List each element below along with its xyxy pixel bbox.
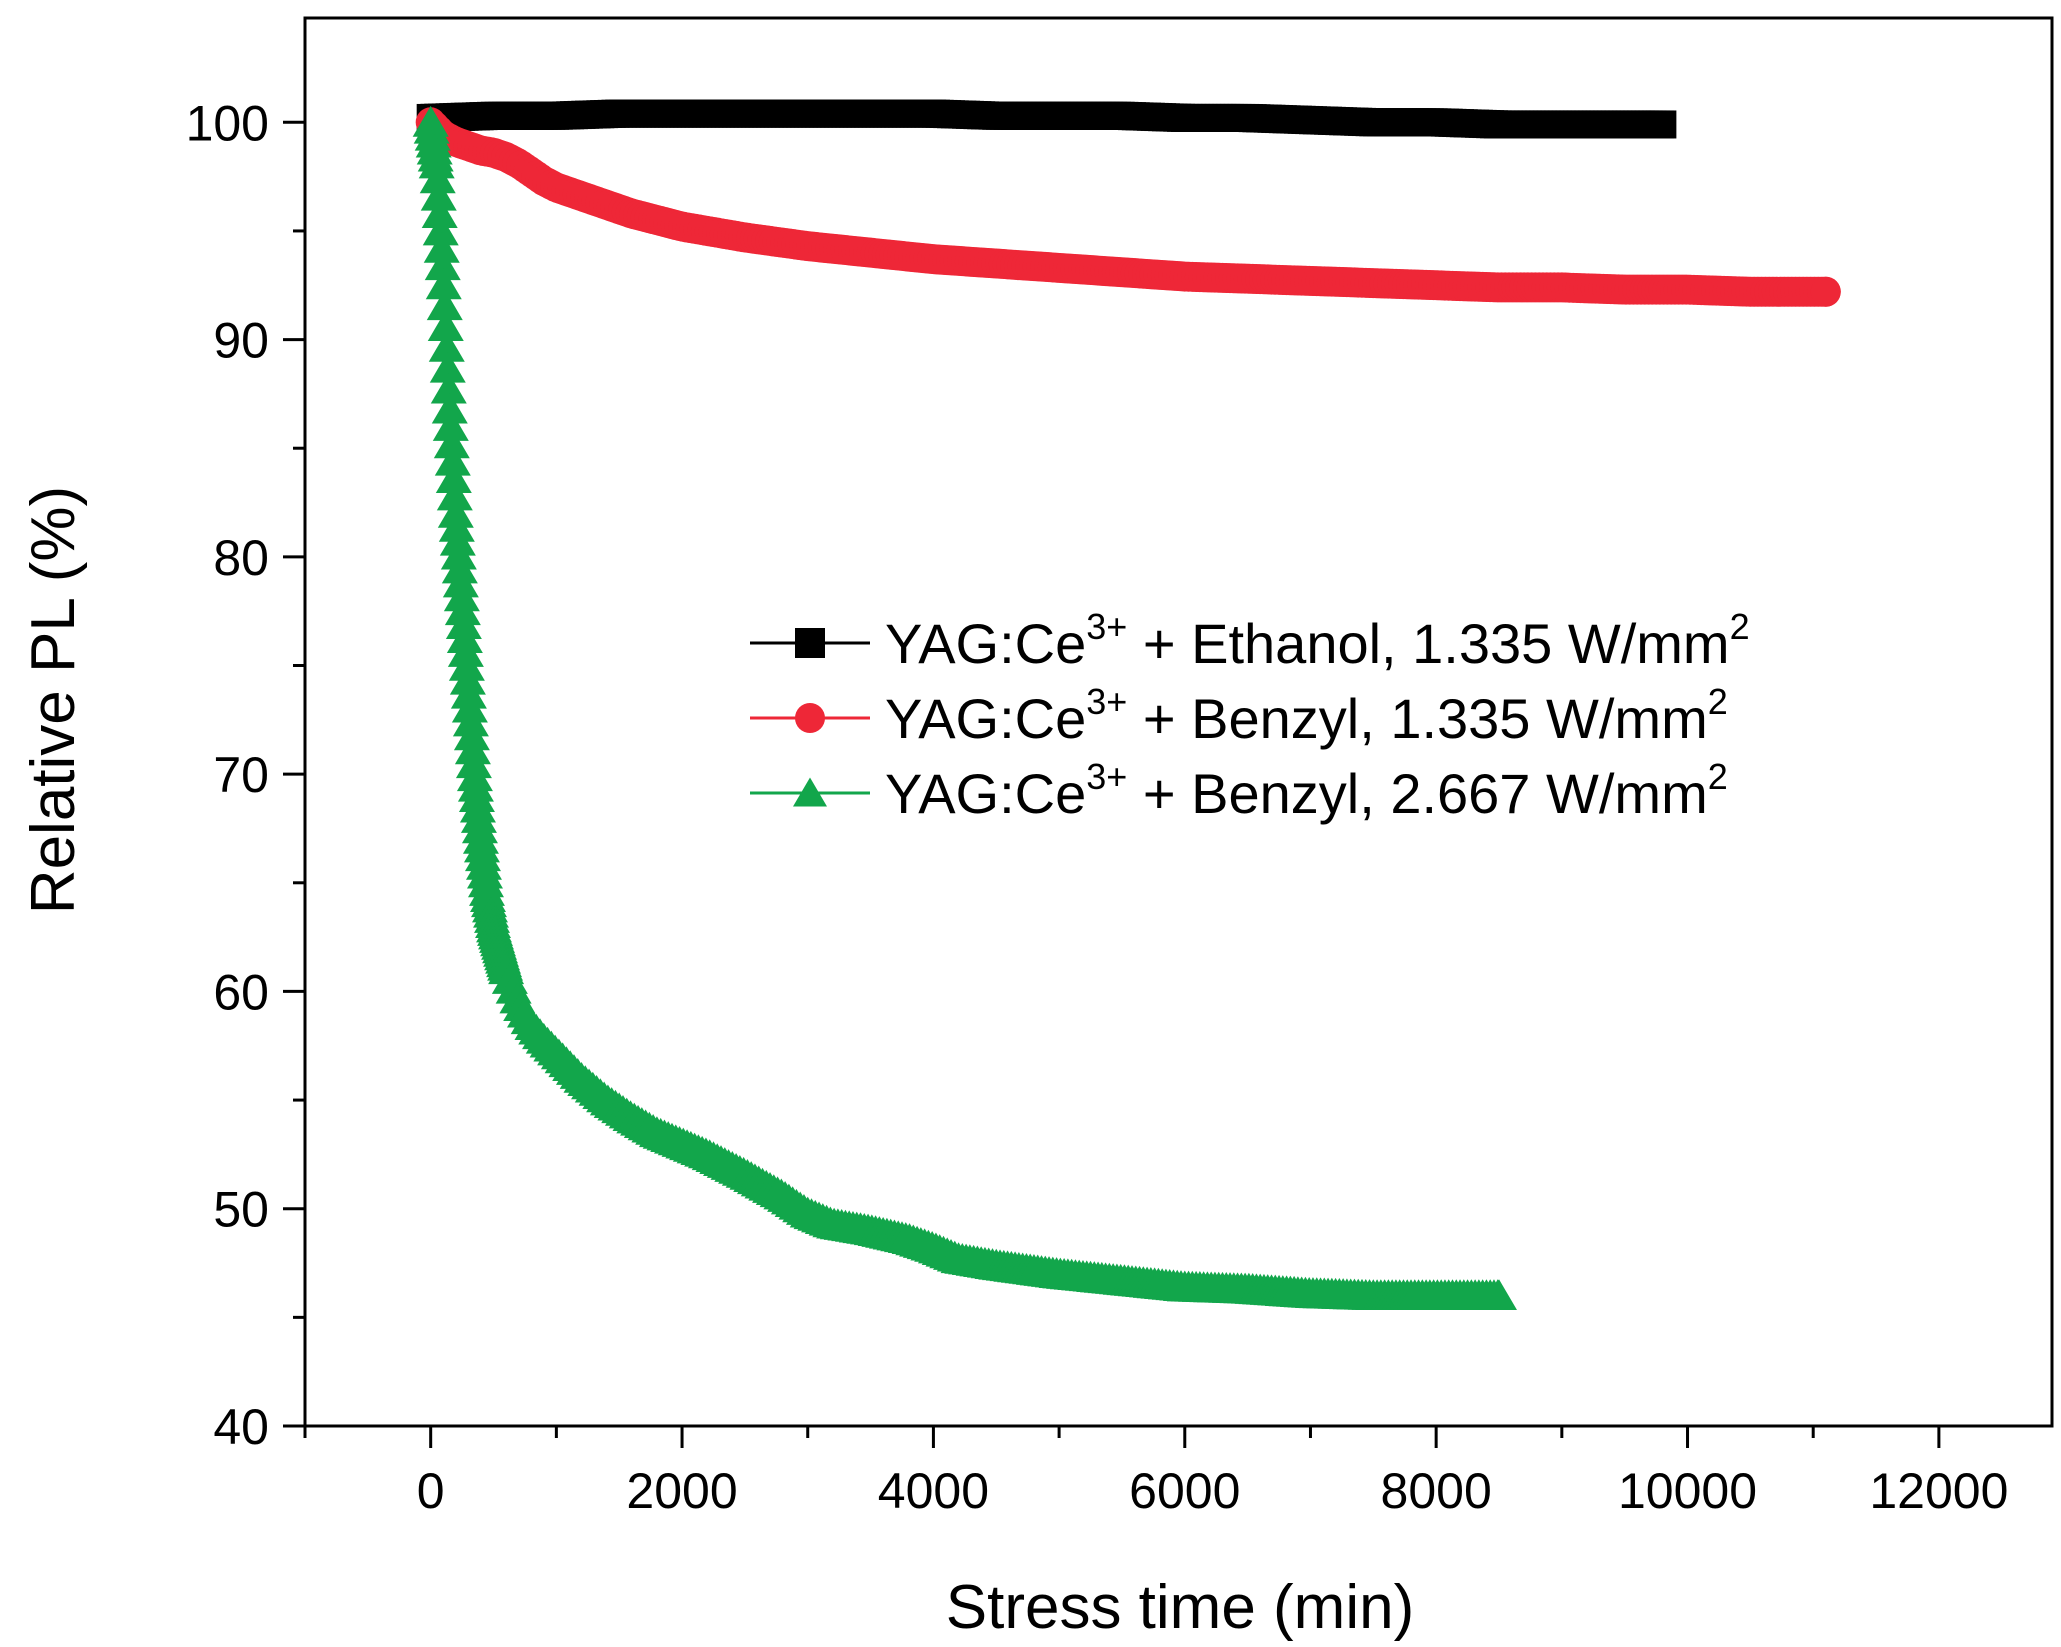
data-point — [452, 705, 489, 737]
data-point — [422, 214, 459, 246]
data-point — [448, 649, 485, 681]
y-tick-label: 100 — [186, 95, 269, 151]
data-point — [454, 733, 491, 765]
data-point — [436, 479, 473, 511]
data-point — [434, 444, 471, 476]
legend-marker — [795, 628, 825, 658]
data-point — [441, 552, 478, 584]
legend-marker — [793, 777, 827, 807]
x-tick-label: 2000 — [626, 1463, 737, 1519]
data-point — [429, 351, 466, 383]
data-point — [445, 608, 482, 640]
data-point — [425, 268, 462, 300]
x-tick-label: 12000 — [1869, 1463, 2008, 1519]
data-point — [440, 538, 477, 570]
data-point — [423, 231, 460, 263]
x-tick-label: 6000 — [1129, 1463, 1240, 1519]
data-point — [435, 462, 472, 494]
y-tick-label: 60 — [213, 964, 269, 1020]
data-point — [432, 410, 469, 441]
y-tick-label: 50 — [213, 1182, 269, 1238]
data-point — [430, 372, 467, 404]
series-circle — [415, 107, 1841, 307]
x-tick-label: 10000 — [1618, 1463, 1757, 1519]
legend-item: YAG:Ce3+ + Ethanol, 1.335 W/mm2 — [750, 606, 1750, 675]
data-point — [439, 524, 476, 556]
x-axis-title: Stress time (min) — [946, 1573, 1414, 1642]
data-point — [1810, 276, 1841, 307]
data-point — [1648, 110, 1677, 139]
data-point — [447, 636, 484, 667]
legend-item: YAG:Ce3+ + Benzyl, 2.667 W/mm2 — [750, 756, 1728, 825]
data-point — [443, 580, 480, 612]
data-point — [453, 719, 490, 751]
plot-frame — [303, 16, 2054, 1428]
data-point — [442, 566, 479, 598]
data-point — [431, 392, 468, 424]
legend-label: YAG:Ce3+ + Benzyl, 2.667 W/mm2 — [885, 756, 1728, 825]
data-point — [428, 331, 465, 362]
data-point — [451, 691, 488, 723]
data-point — [421, 197, 458, 228]
data-point — [419, 162, 456, 194]
data-point — [420, 179, 457, 211]
data-point — [446, 622, 483, 653]
data-point — [427, 310, 464, 341]
y-tick-label: 90 — [213, 313, 269, 369]
y-tick-label: 80 — [213, 530, 269, 586]
data-point — [433, 427, 470, 459]
y-tick-label: 40 — [213, 1399, 269, 1455]
x-tick-label: 0 — [417, 1463, 445, 1519]
data-point — [424, 249, 461, 281]
y-axis-title: Relative PL (%) — [19, 486, 88, 914]
data-point — [444, 594, 481, 626]
legend-marker — [795, 703, 825, 733]
y-tick-label: 70 — [213, 747, 269, 803]
data-point — [437, 497, 474, 528]
series-square — [416, 99, 1677, 139]
x-tick-label: 8000 — [1381, 1463, 1492, 1519]
data-point — [449, 663, 486, 695]
data-point — [418, 147, 455, 179]
series-triangle — [412, 105, 1517, 1311]
data-point — [450, 677, 487, 709]
x-tick-label: 4000 — [878, 1463, 989, 1519]
legend: YAG:Ce3+ + Ethanol, 1.335 W/mm2YAG:Ce3+ … — [750, 606, 1750, 825]
legend-label: YAG:Ce3+ + Ethanol, 1.335 W/mm2 — [885, 606, 1750, 675]
data-point — [1480, 1279, 1517, 1311]
data-point — [426, 289, 463, 321]
legend-item: YAG:Ce3+ + Benzyl, 1.335 W/mm2 — [750, 681, 1728, 750]
legend-label: YAG:Ce3+ + Benzyl, 1.335 W/mm2 — [885, 681, 1728, 750]
data-point — [438, 510, 475, 542]
